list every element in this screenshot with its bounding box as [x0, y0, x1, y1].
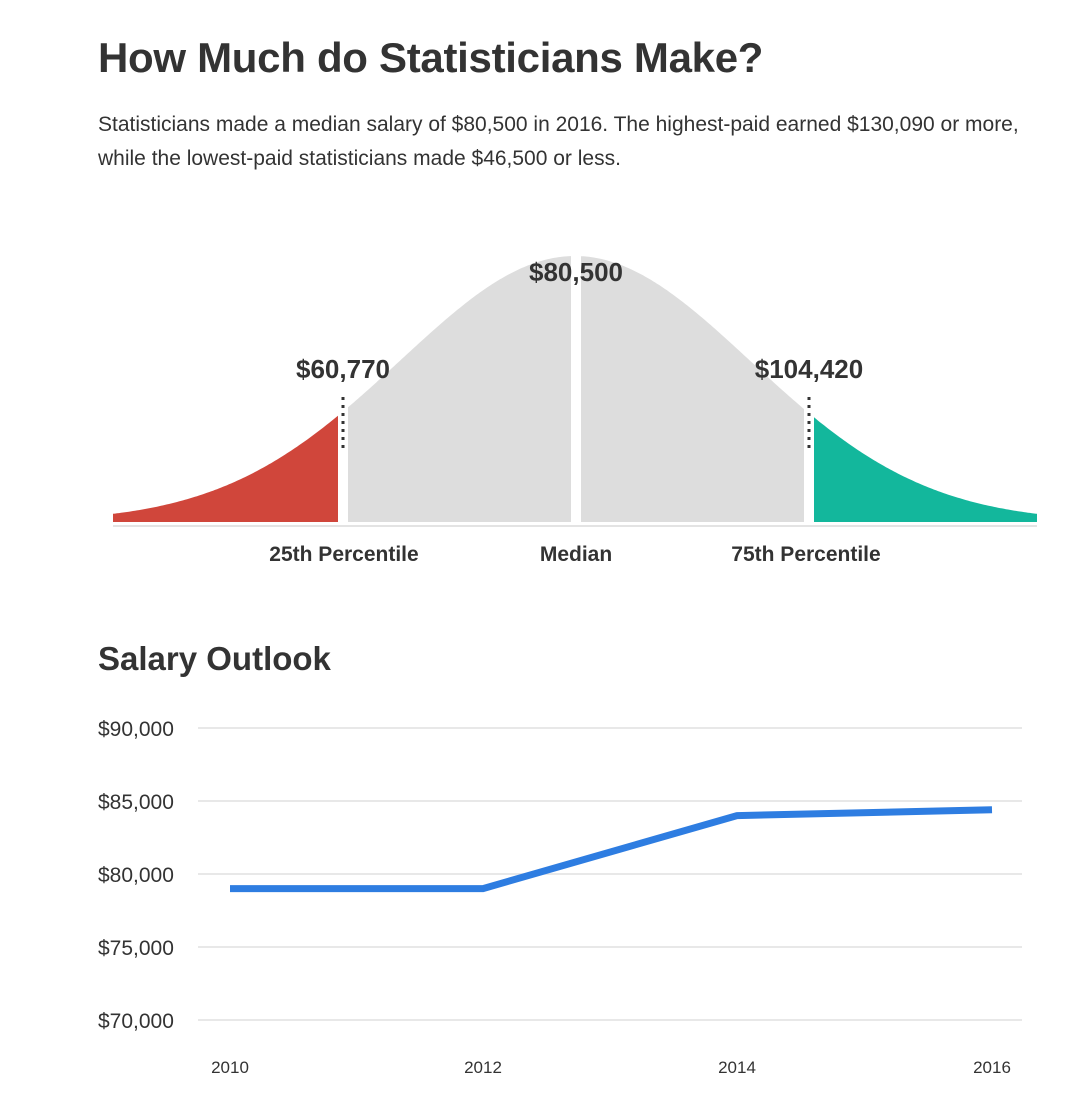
page-title: How Much do Statisticians Make?: [98, 34, 764, 81]
middle-right-area: [581, 256, 804, 522]
page-description: Statisticians made a median salary of $8…: [98, 113, 1019, 170]
p25-label: 25th Percentile: [269, 543, 418, 566]
median-label: Median: [540, 543, 612, 566]
salary-outlook-chart: $90,000 $85,000 $80,000 $75,000 $70,000 2010…: [98, 718, 1022, 1077]
x-tick-label: 2012: [464, 1058, 502, 1077]
y-tick-label: $90,000: [98, 718, 174, 741]
y-tick-label: $85,000: [98, 791, 174, 814]
median-value-label: $80,500: [529, 257, 623, 287]
high-tail-area: [814, 417, 1037, 522]
y-tick-label: $75,000: [98, 937, 174, 960]
salary-outlook-title: Salary Outlook: [98, 640, 331, 677]
low-tail-area: [113, 415, 338, 522]
salary-distribution-chart: $60,770 $80,500 $104,420 25th Percentile…: [113, 256, 1037, 566]
x-tick-label: 2010: [211, 1058, 249, 1077]
x-tick-label: 2016: [973, 1058, 1011, 1077]
p25-value-label: $60,770: [296, 354, 390, 384]
series-line-median-salary: [230, 806, 993, 893]
y-tick-label: $70,000: [98, 1010, 174, 1033]
p75-value-label: $104,420: [755, 354, 863, 384]
middle-left-area: [348, 256, 571, 522]
y-tick-label: $80,000: [98, 864, 174, 887]
p75-label: 75th Percentile: [731, 543, 880, 566]
x-tick-label: 2014: [718, 1058, 756, 1077]
